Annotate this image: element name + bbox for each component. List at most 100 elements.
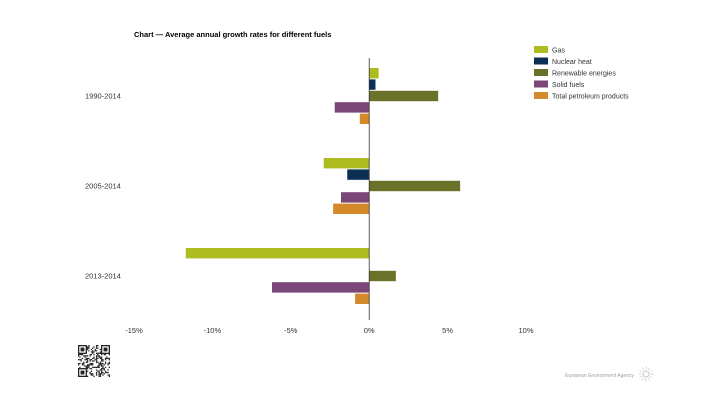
qr-module	[80, 360, 82, 362]
qr-module	[89, 371, 91, 374]
category-labels: 1990-2014 2005-2014 2013-2014	[85, 92, 121, 281]
qr-module	[98, 364, 100, 366]
x-tick-label: 10%	[518, 326, 533, 335]
qr-module	[101, 371, 103, 374]
qr-module	[92, 357, 94, 360]
qr-module	[92, 350, 94, 352]
qr-module	[99, 348, 102, 351]
qr-module	[107, 364, 109, 366]
x-tick-label: -5%	[284, 326, 298, 335]
legend-label: Nuclear heat	[552, 59, 592, 66]
qr-module	[102, 368, 104, 370]
qr-module	[95, 359, 98, 361]
qr-module	[95, 355, 98, 357]
qr-module	[95, 357, 98, 360]
x-tick-label: -10%	[204, 326, 222, 335]
legend: Gas Nuclear heat Renewable energies Solid f…	[534, 46, 629, 101]
qr-module	[97, 361, 99, 363]
bar-total-petroleum-products-1990-2014	[359, 113, 370, 124]
qr-module	[92, 347, 94, 349]
qr-module	[95, 345, 98, 347]
qr-module	[90, 374, 93, 376]
bar-gas-2013-2014	[185, 248, 370, 259]
qr-finder-core	[103, 347, 108, 352]
qr-module	[89, 364, 91, 366]
qr-code[interactable]	[78, 345, 110, 377]
qr-module	[97, 370, 99, 372]
agency-logo-icon	[638, 366, 654, 382]
qr-module	[97, 347, 99, 349]
qr-module	[89, 362, 91, 365]
qr-module	[108, 361, 110, 363]
qr-module	[98, 362, 100, 365]
qr-module	[84, 355, 86, 357]
qr-module	[95, 361, 98, 363]
qr-module	[95, 369, 98, 371]
qr-module	[99, 375, 102, 377]
qr-module	[94, 359, 96, 361]
legend-label: Gas	[552, 48, 565, 55]
bar-nuclear-heat-1990-2014	[369, 79, 376, 90]
qr-module	[78, 355, 80, 357]
qr-module	[98, 371, 100, 374]
qr-module	[95, 350, 98, 352]
qr-module	[98, 356, 100, 358]
qr-module	[95, 366, 98, 369]
logo-ray	[639, 369, 643, 373]
qr-module	[80, 359, 82, 361]
qr-module	[103, 364, 105, 366]
logo-ray	[649, 369, 653, 373]
qr-module	[103, 353, 105, 356]
qr-module	[90, 359, 93, 361]
logo-ray	[647, 377, 651, 381]
bar-solid-fuels-2005-2014	[340, 192, 370, 203]
bar-total-petroleum-products-2005-2014	[333, 203, 370, 214]
qr-module	[102, 371, 104, 374]
qr-module	[86, 357, 89, 360]
qr-module	[101, 362, 103, 365]
qr-module	[92, 352, 94, 354]
logo-ray	[647, 367, 651, 371]
qr-module	[86, 375, 89, 377]
qr-module	[98, 365, 100, 367]
qr-module	[108, 366, 110, 369]
qr-module	[78, 362, 80, 365]
qr-module	[85, 366, 87, 369]
qr-module	[101, 353, 103, 356]
qr-module	[85, 359, 87, 361]
legend-label: Renewable energies	[552, 71, 616, 78]
qr-module	[86, 361, 89, 363]
logo-ray	[641, 377, 645, 381]
qr-module	[90, 353, 93, 356]
qr-module	[95, 346, 98, 348]
legend-label: Solid fuels	[552, 82, 585, 89]
qr-module	[89, 353, 91, 356]
qr-module	[99, 356, 102, 358]
qr-module	[92, 360, 94, 362]
qr-module	[101, 368, 103, 370]
qr-module	[90, 373, 93, 375]
qr-module	[107, 362, 109, 365]
qr-module	[101, 356, 103, 358]
qr-module	[108, 375, 110, 377]
qr-module	[85, 355, 87, 357]
qr-module	[93, 360, 95, 362]
qr-module	[88, 365, 90, 367]
qr-module	[101, 373, 103, 375]
qr-module	[94, 350, 96, 352]
qr-module	[94, 348, 96, 351]
qr-module	[103, 369, 105, 371]
qr-module	[90, 351, 93, 353]
qr-module	[83, 361, 85, 363]
qr-module	[107, 369, 109, 371]
qr-module	[81, 362, 84, 365]
qr-module	[84, 356, 86, 358]
x-tick-label: -15%	[125, 326, 143, 335]
qr-module	[90, 362, 93, 365]
qr-module	[88, 345, 90, 347]
x-tick-label: 5%	[442, 326, 453, 335]
logo-ray	[641, 367, 645, 371]
qr-module	[93, 375, 95, 377]
qr-module	[104, 371, 107, 374]
qr-module	[99, 352, 102, 354]
